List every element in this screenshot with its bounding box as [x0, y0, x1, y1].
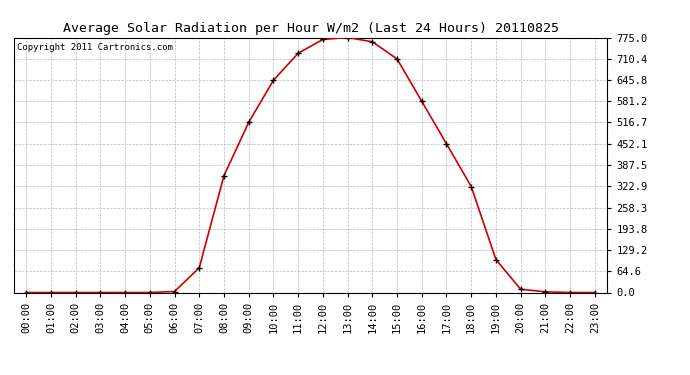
Text: Copyright 2011 Cartronics.com: Copyright 2011 Cartronics.com [17, 43, 172, 52]
Title: Average Solar Radiation per Hour W/m2 (Last 24 Hours) 20110825: Average Solar Radiation per Hour W/m2 (L… [63, 22, 558, 35]
